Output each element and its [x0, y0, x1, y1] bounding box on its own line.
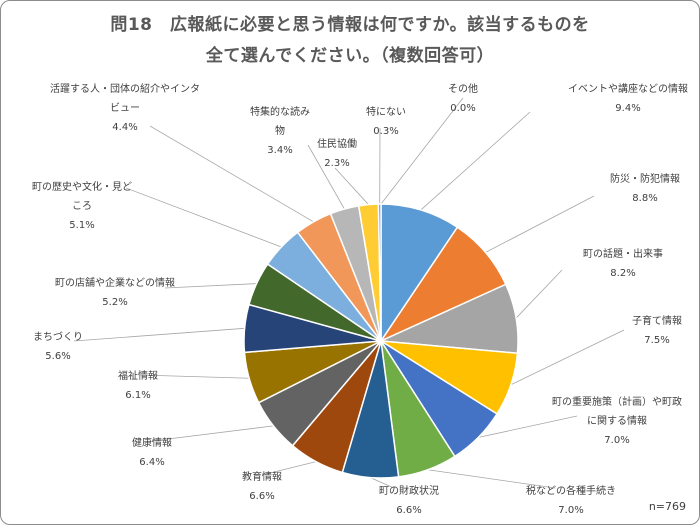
slice-value-label: 9.4%	[615, 103, 641, 114]
slice-label-text: 物	[275, 126, 285, 137]
slice-label-text: 福祉情報	[118, 371, 158, 382]
slice-value-label: 6.1%	[125, 390, 151, 401]
leader-line	[380, 97, 464, 205]
slice-label-text: 町の歴史や文化・見ど	[32, 182, 132, 193]
slice-value-label: 6.6%	[396, 505, 422, 516]
leader-line	[515, 269, 563, 319]
slice-value-label: 7.0%	[604, 435, 630, 446]
slice-label-text: 住民協働	[317, 139, 357, 150]
leader-line	[510, 329, 625, 386]
leader-line	[125, 187, 282, 248]
chart-title-line1: 問18 広報紙に必要と思う情報は何ですか。該当するものを	[110, 15, 590, 35]
slice-label: 町の歴史や文化・見ど ころ 5.1%	[12, 178, 152, 235]
slice-value-label: 8.8%	[632, 193, 658, 204]
slice-value-label: 7.5%	[644, 335, 670, 346]
leader-line	[73, 327, 245, 342]
leader-line	[307, 144, 345, 210]
slice-value-label: 2.3%	[324, 158, 350, 169]
slice-value-label: 5.2%	[102, 297, 128, 308]
slice-value-label: 6.6%	[249, 491, 275, 502]
slice-label: 税などの各種手続き 7.0%	[506, 482, 636, 520]
leader-line	[164, 283, 257, 289]
slice-label-text: 防災・防犯情報	[610, 174, 680, 185]
slice-value-label: 4.4%	[112, 122, 138, 133]
slice-label: 防災・防犯情報 8.8%	[600, 170, 690, 208]
slice-label-text: 町の店舗や企業などの情報	[55, 278, 175, 289]
slice-value-label: 3.4%	[267, 145, 293, 156]
slice-label-text: に関する情報	[587, 416, 647, 427]
slice-label: その他 0.0%	[438, 80, 488, 118]
slice-label-text: イベントや講座などの情報	[568, 84, 688, 95]
leader-line	[151, 425, 274, 442]
slice-label: 福祉情報 6.1%	[108, 367, 168, 405]
sample-size-label: n=769	[648, 500, 686, 513]
leader-lines	[73, 97, 625, 489]
leader-line	[149, 125, 314, 223]
slice-value-label: 7.0%	[558, 505, 584, 516]
slice-label-text: その他	[448, 84, 478, 95]
leader-line	[334, 167, 369, 205]
slice-label: 住民協働 2.3%	[302, 135, 372, 173]
slice-value-label: 0.0%	[450, 103, 476, 114]
slice-label: 活躍する人・団体の紹介やインタ ビュー 4.4%	[35, 80, 215, 137]
slice-label-text: 町の重要施策（計画）や町政	[552, 397, 682, 408]
leader-line	[261, 461, 317, 476]
slice-label: 町の話題・出来事 8.2%	[568, 245, 678, 283]
slice-label: 特集的な読み物 3.4%	[230, 103, 330, 160]
slice-label: 健康情報 6.4%	[122, 434, 182, 472]
slice-value-label: 0.3%	[373, 126, 399, 137]
slice-label-text: ころ	[72, 201, 92, 212]
slice-label-text: 子育て情報	[632, 316, 682, 327]
slice-label: 子育て情報 7.5%	[622, 312, 692, 350]
leader-line	[139, 374, 250, 379]
slice-label: まちづくり 5.6%	[18, 328, 98, 366]
slice-value-label: 6.4%	[139, 457, 165, 468]
slice-label-text: 特にない	[366, 107, 406, 118]
slice-label: 教育情報 6.6%	[232, 468, 292, 506]
slice-label-text: 教育情報	[242, 472, 282, 483]
slice-label-text: 特集的な読み	[250, 107, 310, 118]
pie-slice	[380, 203, 459, 344]
slice-label: 町の店舗や企業などの情報 5.2%	[40, 274, 190, 312]
slice-label-text: 健康情報	[132, 438, 172, 449]
slice-label-text: まちづくり	[33, 332, 83, 343]
slice-value-label: 5.6%	[45, 351, 71, 362]
leader-line	[478, 415, 578, 438]
pie-slices	[243, 203, 519, 479]
slice-label-text: 活躍する人・団体の紹介やインタ	[50, 84, 200, 95]
slice-label: 町の財政状況 6.6%	[364, 482, 454, 520]
leader-line	[420, 111, 531, 211]
leader-line	[485, 195, 595, 253]
slice-label-text: 税などの各種手続き	[526, 486, 616, 497]
slice-label-text: ビュー	[110, 103, 140, 114]
pie-slice	[377, 203, 382, 342]
slice-label: イベントや講座などの情報 9.4%	[548, 80, 700, 118]
leader-line	[427, 469, 556, 489]
slice-label: 町の重要施策（計画）や町政 に関する情報 7.0%	[537, 393, 697, 450]
slice-value-label: 8.2%	[610, 268, 636, 279]
chart-title-line2: 全て選んでください。（複数回答可）	[205, 46, 495, 66]
slice-value-label: 5.1%	[69, 220, 95, 231]
slice-label-text: 町の財政状況	[379, 486, 439, 497]
slice-label-text: 町の話題・出来事	[583, 249, 663, 260]
slice-label: 特にない 0.3%	[356, 103, 416, 141]
leader-line	[370, 477, 395, 489]
